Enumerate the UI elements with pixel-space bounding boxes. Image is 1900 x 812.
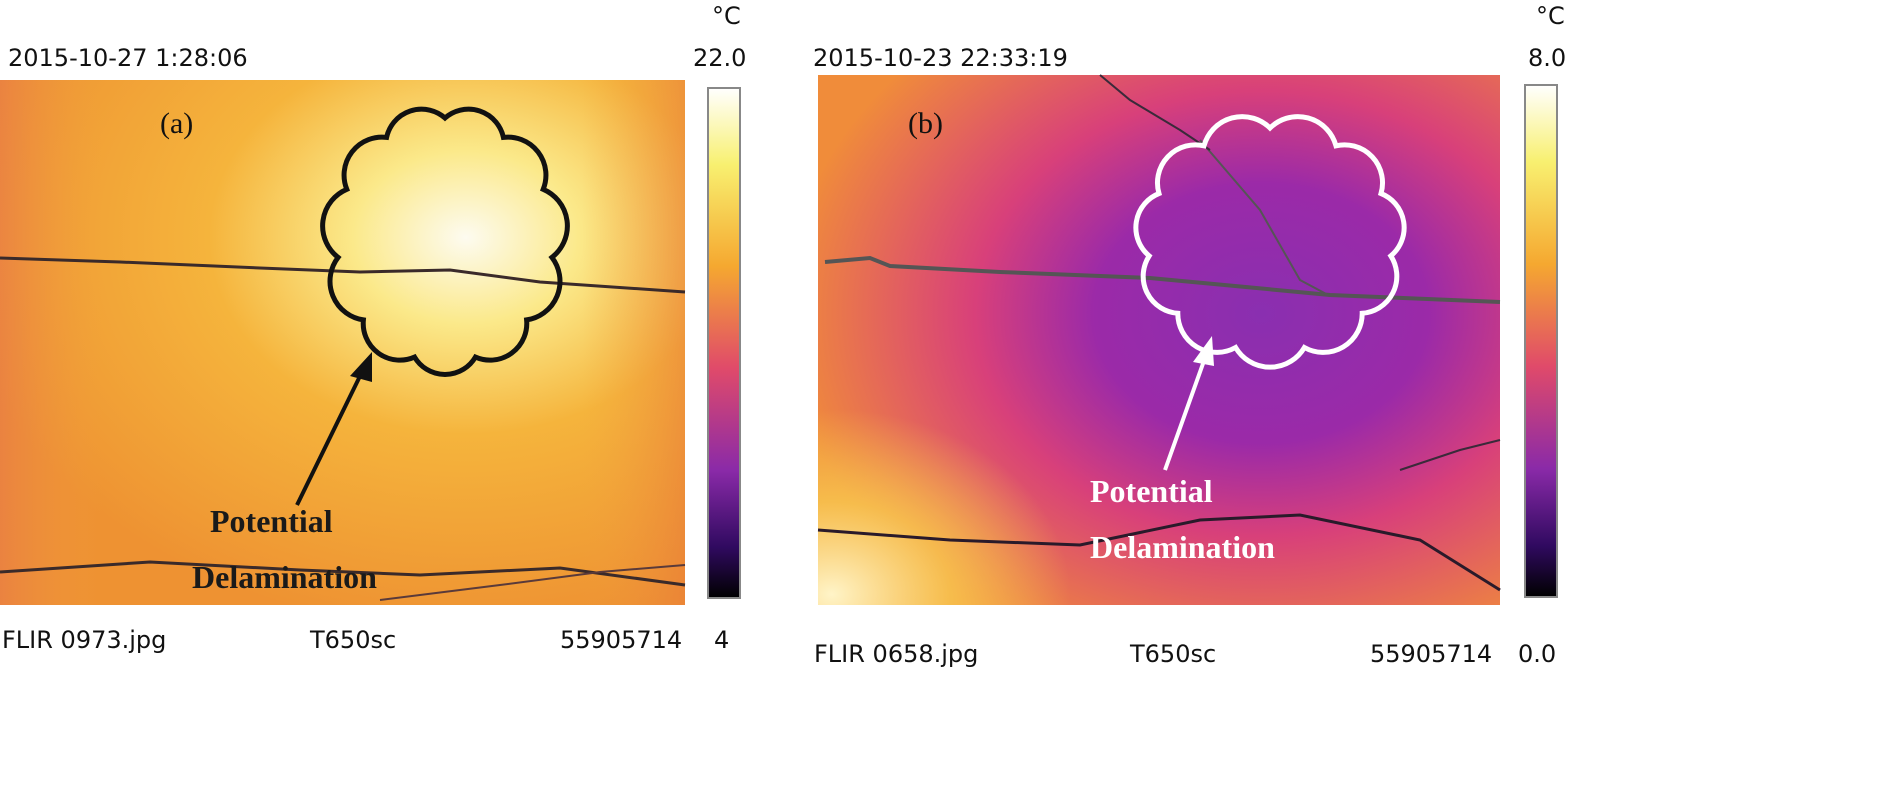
arrow bbox=[295, 371, 364, 506]
annotation: Delamination bbox=[1090, 529, 1275, 565]
crack bbox=[0, 256, 686, 294]
file-name: FLIR 0658.jpg bbox=[814, 640, 978, 668]
colorbar bbox=[707, 87, 741, 599]
unit: °C bbox=[712, 2, 741, 30]
crack bbox=[1099, 74, 1211, 151]
panel-a: (a) Potential Delamination 2015-10-27 1:… bbox=[0, 2, 746, 654]
scale-min: 0.0 bbox=[1518, 640, 1556, 668]
camera-model: T650sc bbox=[1129, 640, 1216, 668]
serial: 55905714 bbox=[560, 626, 682, 654]
annotation: Delamination bbox=[192, 559, 377, 595]
annotation: Potential bbox=[210, 503, 333, 539]
panel-b: (b) Potential Delamination 2015-10-23 22… bbox=[813, 2, 1566, 668]
arrow bbox=[1163, 357, 1207, 471]
thermal-shade bbox=[818, 75, 1500, 605]
arrow-head bbox=[1193, 336, 1214, 366]
scale-max: 8.0 bbox=[1528, 44, 1566, 72]
timestamp: 2015-10-23 22:33:19 bbox=[813, 44, 1068, 72]
scale-max: 22.0 bbox=[693, 44, 746, 72]
unit: °C bbox=[1536, 2, 1565, 30]
arrow-head bbox=[350, 352, 372, 382]
panel-label: (a) bbox=[160, 107, 193, 140]
crack bbox=[817, 513, 1501, 592]
colorbar bbox=[1524, 84, 1558, 598]
panel-label: (b) bbox=[908, 107, 943, 140]
file-name: FLIR 0973.jpg bbox=[2, 626, 166, 654]
annotation: Potential bbox=[1090, 473, 1213, 509]
cloud-outline bbox=[1133, 114, 1407, 370]
crack bbox=[379, 564, 686, 601]
serial: 55905714 bbox=[1370, 640, 1492, 668]
crack bbox=[1199, 139, 1331, 297]
cloud-outline bbox=[320, 106, 570, 377]
timestamp: 2015-10-27 1:28:06 bbox=[8, 44, 248, 72]
camera-model: T650sc bbox=[309, 626, 396, 654]
crack bbox=[0, 560, 686, 587]
scale-min: 4 bbox=[714, 626, 729, 654]
thermal-shade bbox=[0, 80, 685, 605]
crack bbox=[1399, 439, 1501, 471]
